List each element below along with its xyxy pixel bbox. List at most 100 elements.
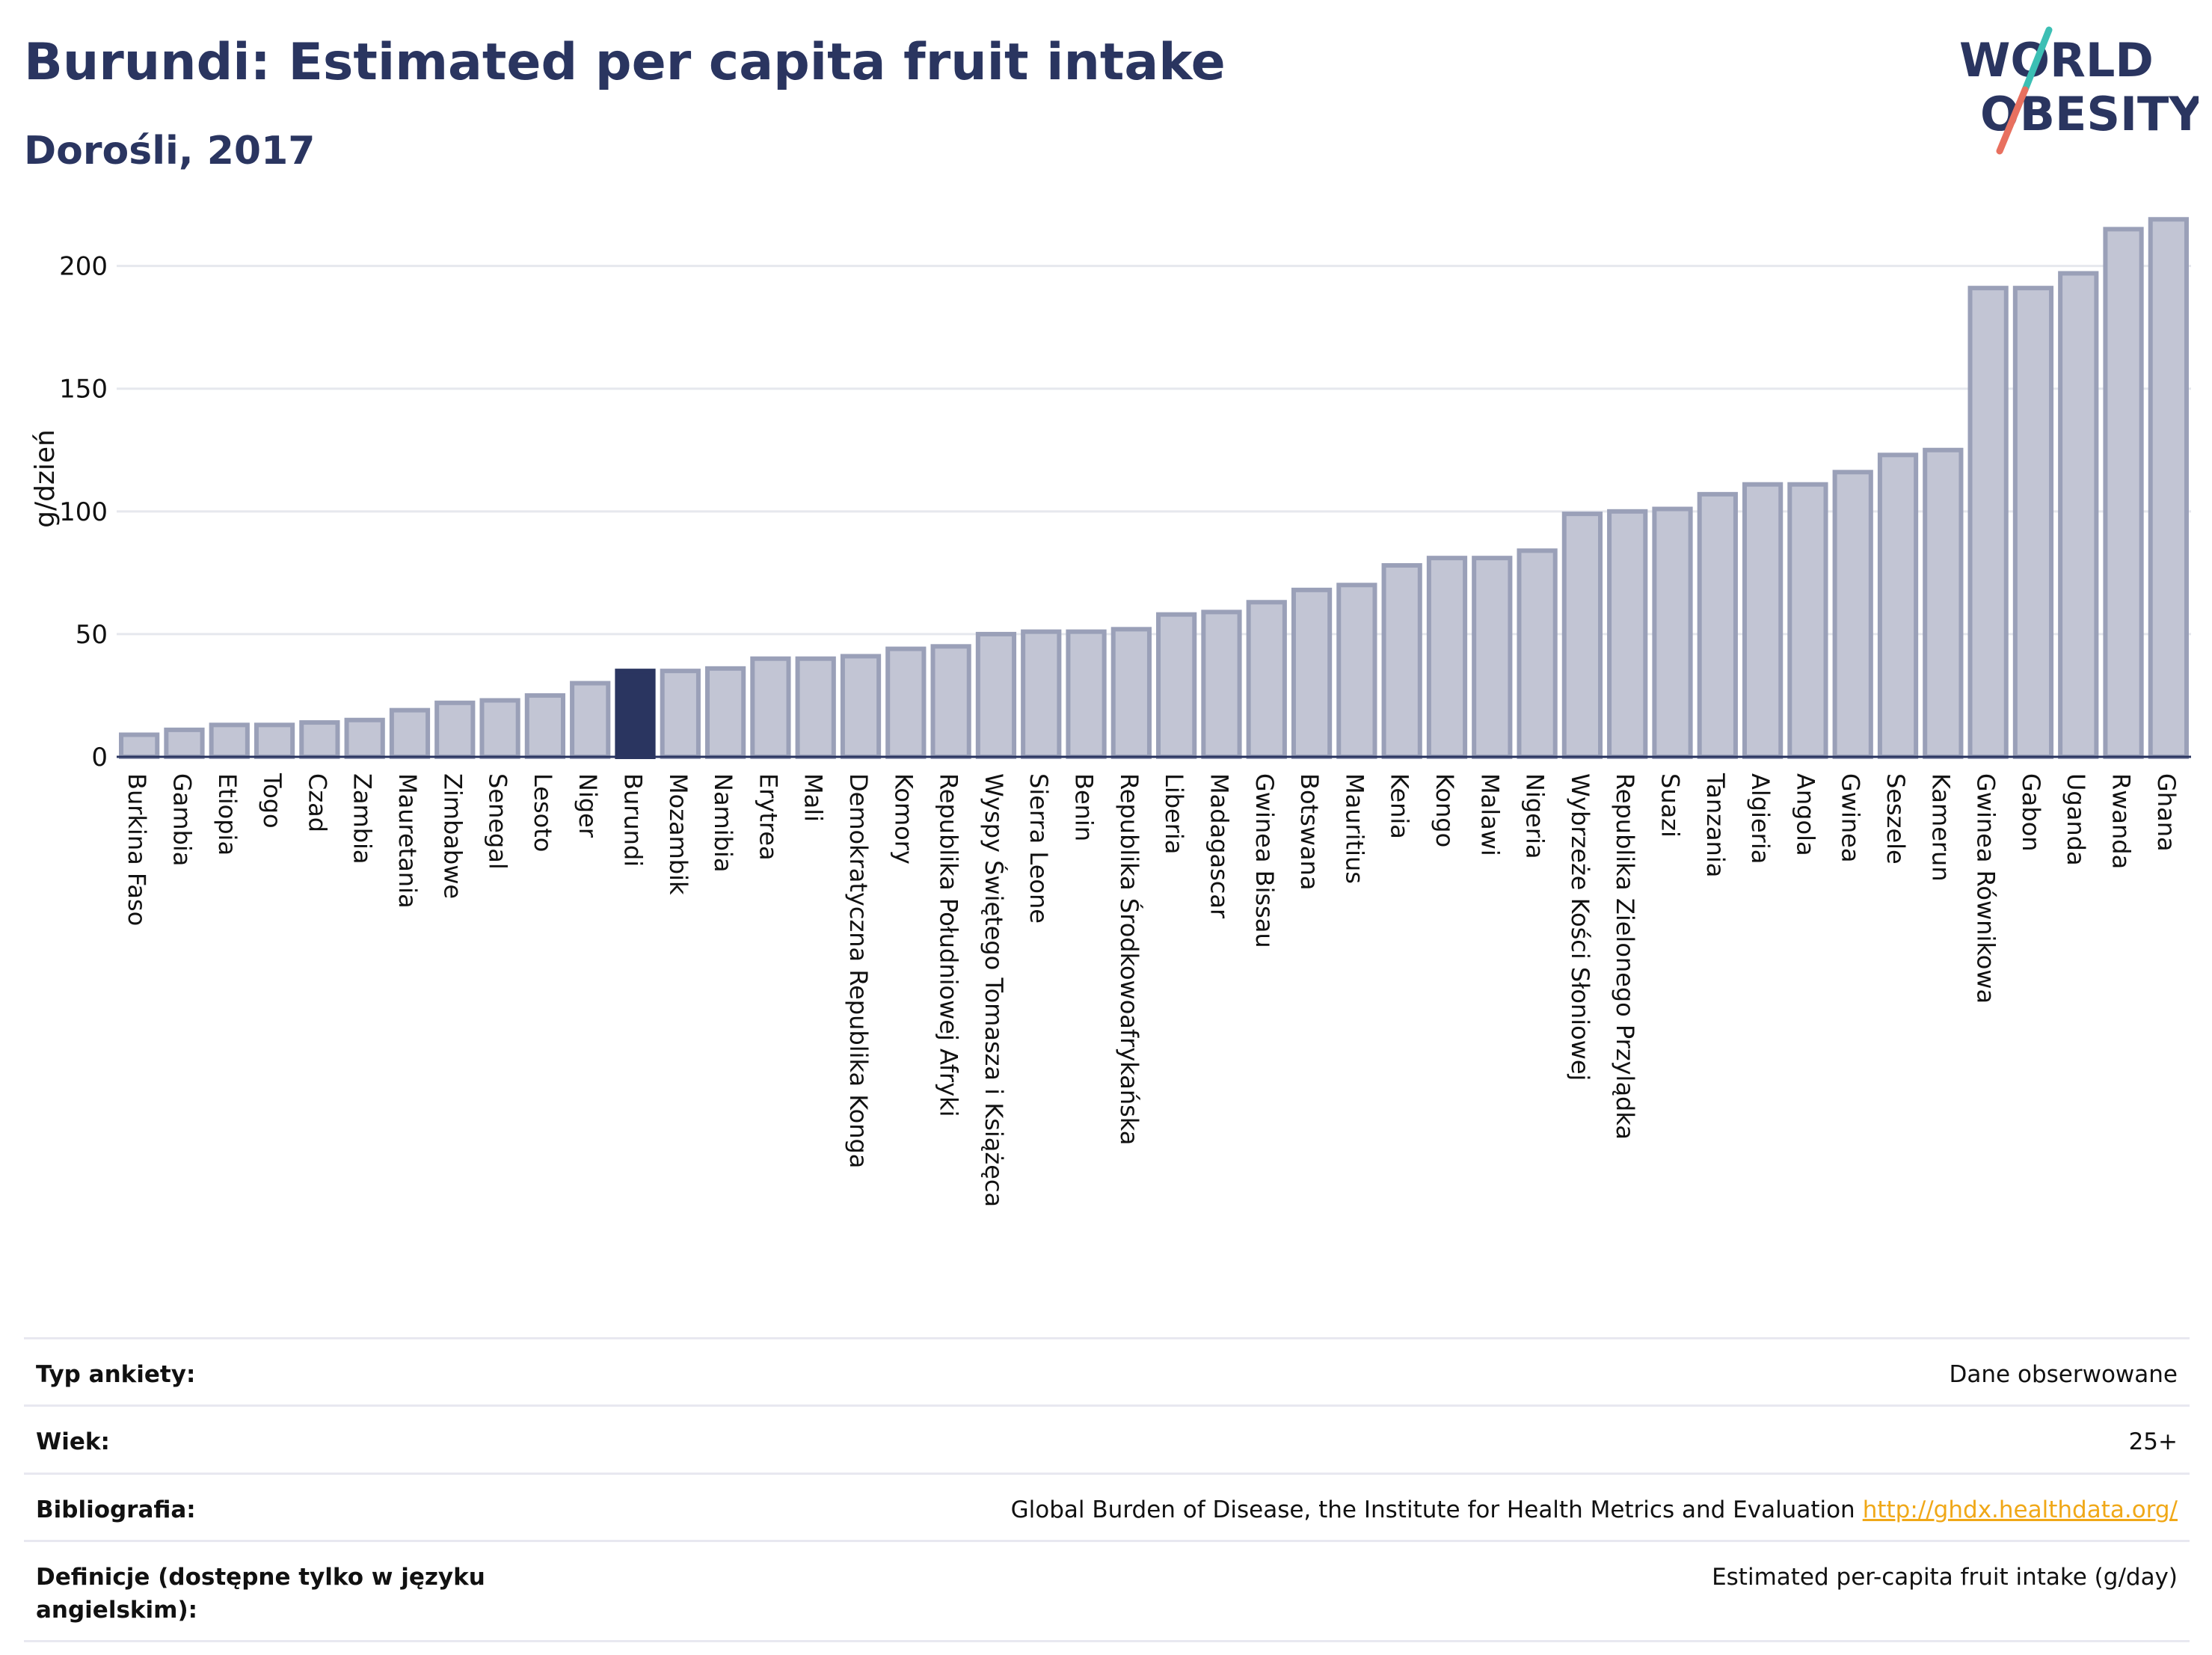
y-axis-ticks: 0 50 100 150 200 xyxy=(59,252,108,773)
world-obesity-logo: WORLD OBESITY xyxy=(1959,26,2199,155)
x-tick-label: Algieria xyxy=(1746,773,1775,864)
info-label: Definicje (dostępne tylko w języku angie… xyxy=(36,1564,485,1624)
x-tick-label: Senegal xyxy=(484,773,512,870)
x-tick-label: Erytrea xyxy=(754,773,782,861)
bar xyxy=(840,654,882,759)
bar xyxy=(795,656,836,760)
y-tick-label: 0 xyxy=(91,743,108,773)
bar xyxy=(1336,583,1377,759)
bar xyxy=(389,707,431,759)
bar xyxy=(1967,286,2009,759)
info-value: 25+ xyxy=(2128,1428,2178,1456)
info-row-definitions: Definicje (dostępne tylko w języku angie… xyxy=(24,1540,2190,1642)
bibliography-text: Global Burden of Disease, the Institute … xyxy=(1010,1496,1855,1523)
y-tick-label: 50 xyxy=(76,620,108,650)
bar xyxy=(344,717,385,759)
bar xyxy=(209,722,250,759)
chart-title: Burundi: Estimated per capita fruit inta… xyxy=(24,33,1226,92)
bar xyxy=(2012,286,2054,759)
bar xyxy=(1832,470,1873,759)
info-value: Global Burden of Disease, the Institute … xyxy=(1011,1494,2178,1526)
info-row-bibliography: Bibliografia: Global Burden of Disease, … xyxy=(24,1472,2190,1540)
x-tick-label: Uganda xyxy=(2062,773,2090,866)
bar xyxy=(750,656,791,760)
bar xyxy=(434,700,476,759)
y-tick-label: 200 xyxy=(59,252,108,282)
x-tick-label: Burundi xyxy=(619,773,648,867)
logo-slash-top xyxy=(2021,26,2053,93)
bar xyxy=(1561,512,1603,759)
x-tick-label: Seszele xyxy=(1881,773,1910,865)
x-tick-label: Mauritius xyxy=(1340,773,1368,884)
bar xyxy=(164,727,205,760)
bar xyxy=(1156,612,1197,759)
bar xyxy=(2148,217,2189,760)
bibliography-link[interactable]: http://ghdx.healthdata.org/ xyxy=(1862,1496,2178,1523)
bar xyxy=(930,644,971,759)
info-label: Typ ankiety: xyxy=(36,1361,196,1388)
x-tick-label: Sierra Leone xyxy=(1024,773,1053,924)
x-tick-label: Kamerun xyxy=(1926,773,1955,882)
bar xyxy=(1021,629,1062,759)
x-tick-label: Czad xyxy=(303,773,331,832)
x-tick-label: Gabon xyxy=(2017,773,2045,852)
bar-highlighted xyxy=(615,669,656,759)
x-tick-label: Mali xyxy=(799,773,828,822)
info-value: Estimated per-capita fruit intake (g/day… xyxy=(1712,1564,2178,1591)
bar xyxy=(1652,506,1693,759)
y-tick-label: 100 xyxy=(59,497,108,527)
x-tick-label: Suazi xyxy=(1656,773,1685,838)
bar xyxy=(1517,548,1558,759)
bar xyxy=(1381,563,1422,759)
x-tick-label: Liberia xyxy=(1160,773,1188,854)
x-tick-label: Botswana xyxy=(1295,773,1324,890)
bar xyxy=(1697,491,1738,759)
x-tick-label: Mozambik xyxy=(664,773,692,895)
bar xyxy=(1201,610,1242,760)
x-tick-label: Ghana xyxy=(2152,773,2181,852)
logo-line1: WORLD xyxy=(1959,33,2154,87)
bar xyxy=(119,732,160,759)
bar xyxy=(299,720,340,760)
bar xyxy=(1742,482,1784,760)
x-tick-label: Burkina Faso xyxy=(123,773,151,926)
info-label: Bibliografia: xyxy=(36,1496,196,1523)
chart-subtitle: Dorośli, 2017 xyxy=(24,129,316,174)
x-tick-label: Lesoto xyxy=(529,773,557,852)
x-tick-label: Rwanda xyxy=(2107,773,2136,869)
bar xyxy=(1472,556,1513,759)
x-tick-label: Malawi xyxy=(1475,773,1504,856)
bar xyxy=(1291,587,1333,759)
x-axis-tick-labels: Burkina Faso Gambia Etiopia Togo Czad Zambia M… xyxy=(123,773,2181,1207)
x-tick-label: Kenia xyxy=(1386,773,1414,839)
info-value: Dane obserwowane xyxy=(1949,1361,2178,1388)
y-tick-label: 150 xyxy=(59,375,108,405)
bar xyxy=(660,669,701,759)
bar xyxy=(1877,452,1919,759)
bars xyxy=(119,217,2189,760)
x-tick-label: Republika Południowej Afryki xyxy=(935,773,963,1117)
x-tick-label: Komory xyxy=(889,773,918,865)
x-tick-label: Namibia xyxy=(709,773,737,872)
x-tick-label: Etiopia xyxy=(213,773,242,856)
bar xyxy=(2058,271,2099,759)
info-row-survey-type: Typ ankiety: Dane obserwowane xyxy=(24,1337,2190,1404)
bar-chart: 0 50 100 150 200 g/dzień Burkina Faso Gambia E… xyxy=(30,217,2191,1207)
x-tick-label: Zambia xyxy=(348,773,377,865)
bar xyxy=(1787,482,1828,760)
x-tick-label: Niger xyxy=(574,773,602,838)
info-label: Wiek: xyxy=(36,1428,110,1456)
x-tick-label: Gambia xyxy=(168,773,196,866)
x-tick-label: Benin xyxy=(1070,773,1099,841)
y-axis-label: g/dzień xyxy=(30,429,61,528)
bar xyxy=(1923,447,1964,759)
x-tick-label: Zimbabwe xyxy=(438,773,467,899)
bar xyxy=(1246,600,1287,760)
info-table: Typ ankiety: Dane obserwowane Wiek: 25+ … xyxy=(24,1337,2190,1642)
bar xyxy=(1066,629,1107,759)
bar xyxy=(479,698,520,760)
bar xyxy=(254,722,295,759)
x-tick-label: Gwinea xyxy=(1837,773,1865,862)
bar xyxy=(1607,509,1648,759)
x-tick-label: Demokratyczna Republika Konga xyxy=(844,773,873,1168)
